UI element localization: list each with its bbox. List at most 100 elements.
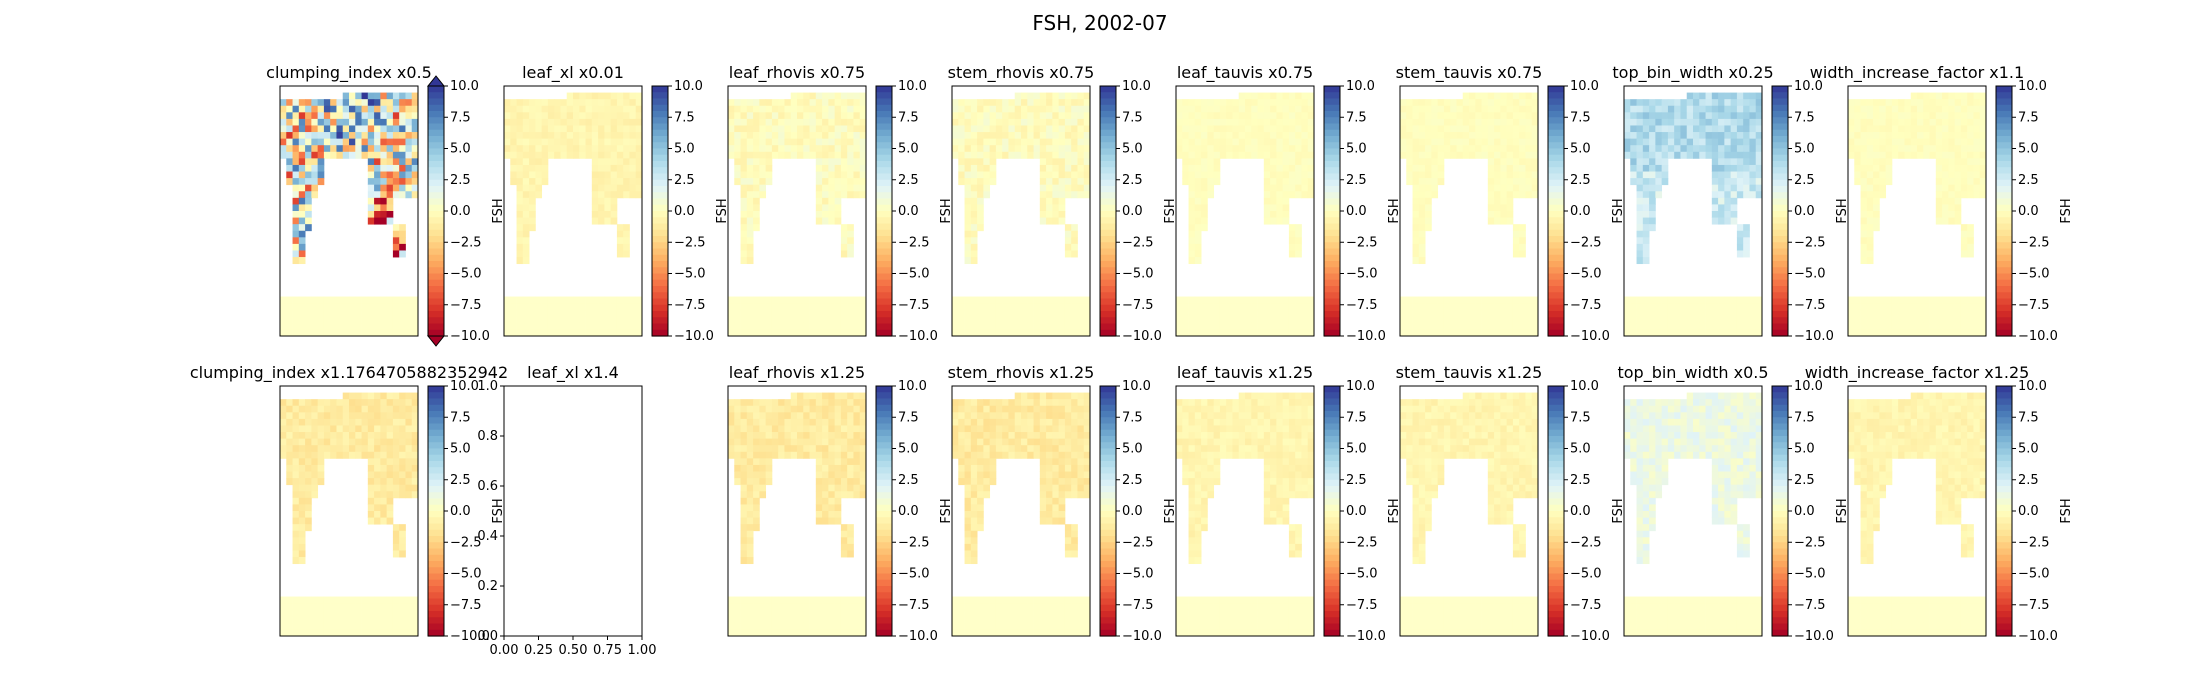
map-cell [840, 125, 848, 133]
map-cell [298, 609, 306, 617]
map-cell [771, 329, 779, 337]
map-cell [964, 151, 972, 159]
map-cell [958, 329, 965, 337]
map-cell [1418, 132, 1426, 140]
map-cell [1487, 197, 1495, 205]
map-cell [399, 458, 406, 466]
map-cell [610, 164, 618, 172]
map-cell [560, 138, 568, 146]
map-cell [1194, 138, 1202, 146]
map-cell [399, 550, 406, 558]
map-cell [1188, 145, 1196, 153]
map-cell [610, 158, 618, 166]
map-cell [1854, 118, 1861, 126]
map-cell [1873, 164, 1880, 172]
map-cell [834, 303, 842, 311]
map-cell [828, 204, 836, 212]
map-cell [386, 303, 394, 311]
map-cell [1743, 316, 1750, 324]
map-cell [1929, 118, 1937, 126]
map-cell [1661, 125, 1669, 133]
map-cell [591, 204, 599, 212]
map-cell [1213, 138, 1221, 146]
map-cell [380, 405, 388, 413]
map-cell [803, 105, 810, 113]
map-cell [1923, 296, 1930, 304]
map-cell [1954, 132, 1962, 140]
map-cells [952, 92, 1091, 337]
map-cell [1655, 171, 1663, 179]
map-cell [1942, 309, 1949, 317]
map-cell [1642, 296, 1650, 304]
map-cell [361, 132, 369, 140]
map-cell [790, 105, 798, 113]
colorbar-segment [652, 273, 668, 281]
map-cell [1649, 99, 1656, 107]
map-cell [598, 92, 605, 100]
map-cell [1730, 118, 1738, 126]
map-cell [822, 316, 829, 324]
map-cell [535, 164, 543, 172]
map-cell [828, 211, 836, 218]
map-cell [298, 158, 306, 166]
map-cell [1002, 151, 1009, 159]
map-cell [1288, 303, 1296, 311]
map-cell [380, 438, 388, 446]
map-cell [1219, 138, 1227, 146]
map-cell [1630, 125, 1637, 133]
map-cell [405, 92, 413, 100]
map-cell [392, 603, 400, 611]
map-cell [286, 296, 293, 304]
map-cell [392, 224, 400, 232]
map-cell [1276, 112, 1284, 120]
map-cell [1058, 296, 1066, 304]
colorbar-tick-label: 2.5 [1794, 173, 1815, 188]
map-cell [822, 309, 829, 317]
map-cell [405, 329, 413, 337]
colorbar-tick-label: 5.0 [450, 142, 471, 157]
map-cell [292, 609, 300, 617]
map-cell [1954, 178, 1962, 186]
map-cell [1450, 105, 1457, 113]
map-cell [1736, 178, 1744, 186]
map-cell [809, 425, 817, 433]
map-cell [610, 171, 618, 179]
map-cell [834, 184, 842, 192]
map-cell [1854, 303, 1861, 311]
map-cell [1238, 99, 1246, 107]
map-cell [1027, 92, 1034, 100]
map-cell [822, 138, 829, 146]
map-cell [1979, 151, 1987, 159]
map-cell [840, 296, 848, 304]
map-cell [790, 118, 798, 126]
colorbar-segment [876, 204, 892, 212]
map-cell [1531, 309, 1539, 317]
colorbar-segment [1548, 186, 1564, 193]
map-cell [1238, 118, 1246, 126]
map-cell [1052, 171, 1060, 179]
map-cell [815, 92, 823, 100]
map-cell [292, 497, 300, 505]
map-cell [591, 322, 599, 330]
map-cell [399, 138, 406, 146]
map-cell [1954, 125, 1962, 133]
map-cell [547, 296, 555, 304]
map-cell [1954, 316, 1962, 324]
map-cell [753, 211, 760, 218]
map-cell [859, 99, 867, 107]
map-cell [1954, 211, 1962, 218]
map-cell [1749, 145, 1757, 153]
map-cell [1443, 145, 1451, 153]
map-cell [405, 412, 413, 420]
map-cell [853, 329, 861, 337]
map-cell [989, 164, 997, 172]
map-cell [411, 309, 419, 317]
map-cell [1630, 178, 1637, 186]
map-cell [399, 309, 406, 317]
map-cell [1898, 145, 1905, 153]
map-cell [1270, 164, 1277, 172]
map-cell [853, 99, 861, 107]
map-cell [1270, 303, 1277, 311]
map-cell [1705, 105, 1713, 113]
